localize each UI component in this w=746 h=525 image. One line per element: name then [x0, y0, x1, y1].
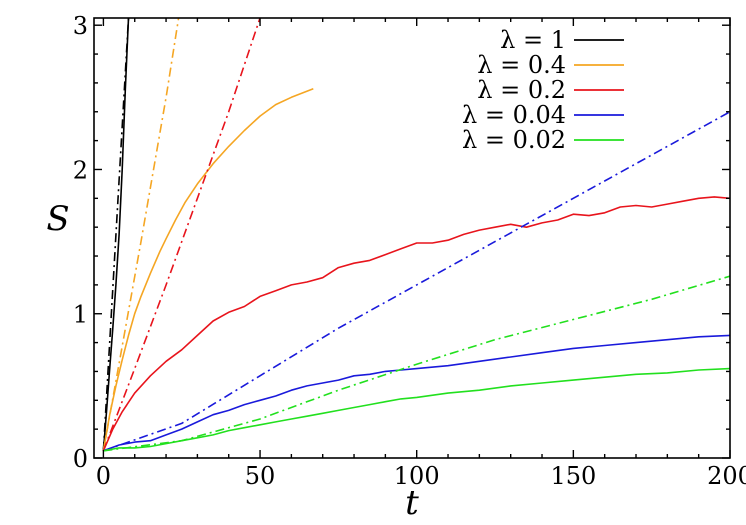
x-tick-label: 0: [96, 462, 111, 490]
series-line-6: [103, 334, 730, 452]
legend-label: λ = 0.02: [462, 126, 566, 154]
tick-labels-layer: 0 50 100 150 200 0 1 2 3: [73, 12, 746, 490]
x-tick-label: 100: [394, 462, 440, 490]
series-line-7-dashdot: [103, 111, 730, 452]
ticks-layer: [94, 18, 731, 459]
series-line-4: [102, 196, 730, 452]
legend: λ = 1λ = 0.4λ = 0.2λ = 0.04λ = 0.02: [462, 26, 624, 154]
legend-label: λ = 0.4: [477, 51, 566, 79]
x-tick-label: 150: [550, 462, 596, 490]
series-line-3-dashdot: [102, 18, 180, 451]
x-tick-label: 50: [245, 462, 276, 490]
series-line-0: [102, 18, 130, 451]
y-tick-label: 3: [73, 12, 88, 40]
series-line-2: [102, 87, 314, 451]
series-line-9-dashdot: [103, 275, 730, 452]
x-axis-label: t: [405, 483, 419, 523]
plot-frame: [93, 17, 731, 459]
series-line-5-dashdot: [102, 18, 261, 452]
y-tick-label: 1: [73, 301, 88, 329]
legend-label: λ = 0.04: [462, 101, 566, 129]
series-line-1-dashdot: [102, 18, 130, 451]
y-axis-label: S: [46, 199, 69, 239]
series-line-8: [103, 367, 730, 452]
legend-label: λ = 1: [500, 26, 566, 54]
legend-label: λ = 0.2: [477, 76, 566, 104]
y-tick-label: 0: [73, 445, 88, 473]
y-tick-label: 2: [73, 156, 88, 184]
series-layer: [102, 18, 730, 452]
x-tick-label: 200: [707, 462, 746, 490]
